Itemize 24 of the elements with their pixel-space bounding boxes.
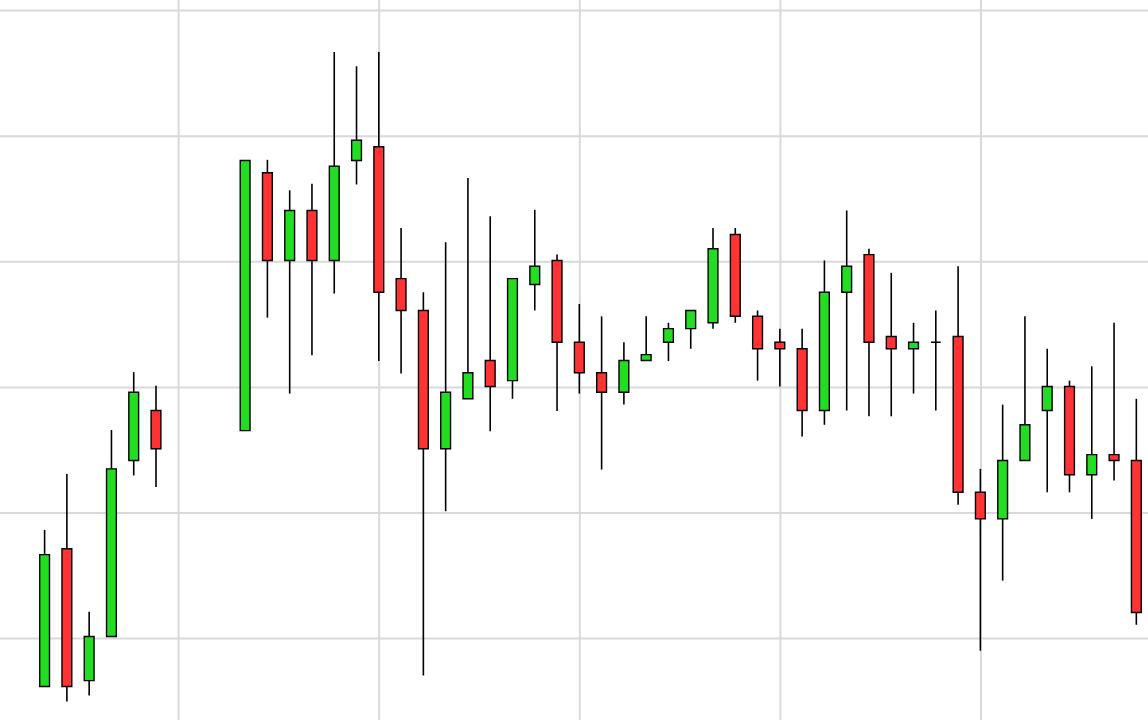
candlestick bbox=[1086, 365, 1098, 520]
candlestick bbox=[618, 341, 630, 406]
candlestick bbox=[484, 215, 496, 433]
candlestick bbox=[774, 327, 786, 388]
candlestick bbox=[751, 309, 764, 382]
candlestick bbox=[462, 177, 474, 400]
candlestick bbox=[662, 322, 675, 362]
candlestick bbox=[573, 303, 585, 395]
candlestick bbox=[1019, 315, 1031, 462]
candlestick bbox=[930, 309, 942, 412]
candlestick bbox=[150, 384, 162, 488]
candlestick bbox=[395, 227, 407, 375]
candlestick bbox=[640, 315, 652, 362]
candlestick bbox=[596, 315, 608, 471]
candlestick bbox=[1108, 322, 1120, 482]
candlestick bbox=[974, 468, 986, 652]
candlestick bbox=[841, 209, 853, 412]
candlestick bbox=[529, 209, 541, 312]
candlestick bbox=[83, 610, 95, 697]
candlestick bbox=[350, 65, 363, 186]
candlestick bbox=[907, 322, 920, 395]
candlestick bbox=[685, 309, 697, 350]
candlestick bbox=[885, 271, 897, 418]
candlestick bbox=[1041, 347, 1053, 494]
